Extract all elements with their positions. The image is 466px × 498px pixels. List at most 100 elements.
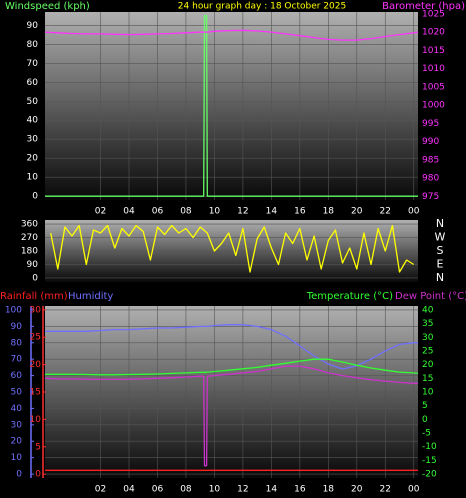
- y-tick-label: 360: [21, 220, 38, 230]
- y2-tick-label: -20: [422, 469, 437, 479]
- y-tick-label: 60: [11, 371, 23, 381]
- y2-tick-label: 35: [422, 319, 433, 329]
- x-tick-label: 16: [294, 207, 306, 217]
- y-tick-label: 100: [5, 305, 22, 315]
- y2-tick-label: 1010: [422, 64, 445, 74]
- x-tick-label: 20: [351, 485, 363, 495]
- y-tick-label: 40: [11, 404, 23, 414]
- y3-tick-label: 5: [35, 442, 41, 452]
- y2-tick-label: 980: [422, 174, 439, 184]
- data-line: [45, 15, 418, 197]
- x-tick-label: 10: [209, 485, 221, 495]
- y2-tick-label: 15: [422, 374, 433, 384]
- y-tick-label: 0: [32, 273, 38, 283]
- data-line: [45, 324, 418, 370]
- data-line: [45, 358, 419, 376]
- y2-tick-label: 10: [422, 388, 434, 398]
- x-tick-label: 04: [123, 207, 135, 217]
- legend-label: Rainfall (mm): [0, 291, 68, 302]
- x-tick-label: 20: [351, 207, 363, 217]
- plot-area: [45, 12, 418, 200]
- legend-label: Humidity: [68, 291, 113, 302]
- y2-tick-label: 1015: [422, 46, 445, 56]
- data-line: [50, 224, 415, 273]
- x-tick-label: 08: [180, 207, 192, 217]
- chart-title: 24 hour graph day : 18 October 2025: [178, 2, 346, 12]
- x-tick-label: 10: [209, 207, 221, 217]
- y-tick-label: 30: [11, 420, 23, 430]
- y-tick-label: 10: [27, 173, 39, 183]
- y2-tick-label: 1005: [422, 82, 445, 92]
- x-tick-label: 22: [380, 485, 391, 495]
- y2-tick-label: 0: [422, 415, 428, 425]
- legend-label: Barometer (hpa): [382, 1, 465, 12]
- legend-label: Temperature (°C): [306, 291, 393, 302]
- y-tick-label: 0: [16, 470, 22, 480]
- y-tick-label: 80: [27, 40, 39, 50]
- y2-tick-label: 5: [422, 401, 428, 411]
- x-tick-label: 06: [152, 207, 164, 217]
- y-tick-label: 180: [21, 247, 38, 257]
- x-tick-label: 00: [408, 207, 420, 217]
- y-tick-label: 20: [11, 437, 23, 447]
- y2-tick-label: 990: [422, 137, 439, 147]
- y-tick-label: 90: [27, 21, 39, 31]
- y-tick-label: 70: [27, 59, 39, 69]
- x-tick-label: 14: [266, 207, 278, 217]
- y-tick-label: 20: [27, 154, 39, 164]
- legend-label: Dew Point (°C): [395, 291, 466, 302]
- x-tick-label: 12: [237, 207, 248, 217]
- x-tick-label: 18: [323, 207, 335, 217]
- y2-tick-label: N: [436, 217, 444, 230]
- y-tick-label: 30: [27, 135, 39, 145]
- data-line: [44, 365, 418, 467]
- y2-tick-label: 985: [422, 155, 439, 165]
- y2-tick-label: 20: [422, 360, 434, 370]
- y2-tick-label: N: [436, 271, 444, 284]
- y2-tick-label: 1025: [422, 9, 445, 19]
- y2-tick-label: -5: [422, 428, 431, 438]
- y-tick-label: 270: [21, 233, 38, 243]
- y-tick-label: 50: [11, 388, 23, 398]
- y2-tick-label: W: [435, 231, 446, 244]
- x-tick-label: 00: [408, 485, 420, 495]
- y3-tick-label: 30: [30, 305, 42, 315]
- y-tick-label: 90: [27, 260, 39, 270]
- x-tick-label: 06: [152, 485, 164, 495]
- y2-tick-label: S: [437, 244, 444, 257]
- y2-tick-label: 1000: [422, 101, 445, 111]
- x-tick-label: 04: [123, 485, 135, 495]
- y2-tick-label: 975: [422, 192, 439, 202]
- y3-tick-label: 0: [35, 470, 41, 480]
- y3-tick-label: 25: [30, 333, 41, 343]
- x-tick-label: 12: [237, 485, 248, 495]
- y-tick-label: 60: [27, 78, 39, 88]
- legend-label: Windspeed (kph): [5, 1, 90, 12]
- y2-tick-label: 40: [422, 306, 434, 316]
- y-tick-label: 0: [32, 192, 38, 202]
- y-tick-label: 40: [27, 116, 39, 126]
- y2-tick-label: 25: [422, 347, 433, 357]
- y2-tick-label: 995: [422, 119, 439, 129]
- data-line: [44, 29, 419, 41]
- y-tick-label: 70: [11, 355, 23, 365]
- y3-tick-label: 20: [30, 360, 42, 370]
- y2-tick-label: 30: [422, 333, 434, 343]
- x-tick-label: 08: [180, 485, 192, 495]
- x-tick-label: 22: [380, 207, 391, 217]
- y-tick-label: 50: [27, 97, 39, 107]
- y-tick-label: 80: [11, 338, 23, 348]
- y3-tick-label: 10: [30, 415, 42, 425]
- y2-tick-label: E: [437, 257, 444, 270]
- x-tick-label: 18: [323, 485, 335, 495]
- y3-tick-label: 15: [30, 388, 41, 398]
- x-tick-label: 14: [266, 485, 278, 495]
- y2-tick-label: -15: [422, 456, 437, 466]
- y-tick-label: 10: [11, 453, 23, 463]
- x-tick-label: 02: [95, 207, 106, 217]
- x-tick-label: 16: [294, 485, 306, 495]
- y2-tick-label: -10: [422, 442, 437, 452]
- y2-tick-label: 1020: [422, 28, 445, 38]
